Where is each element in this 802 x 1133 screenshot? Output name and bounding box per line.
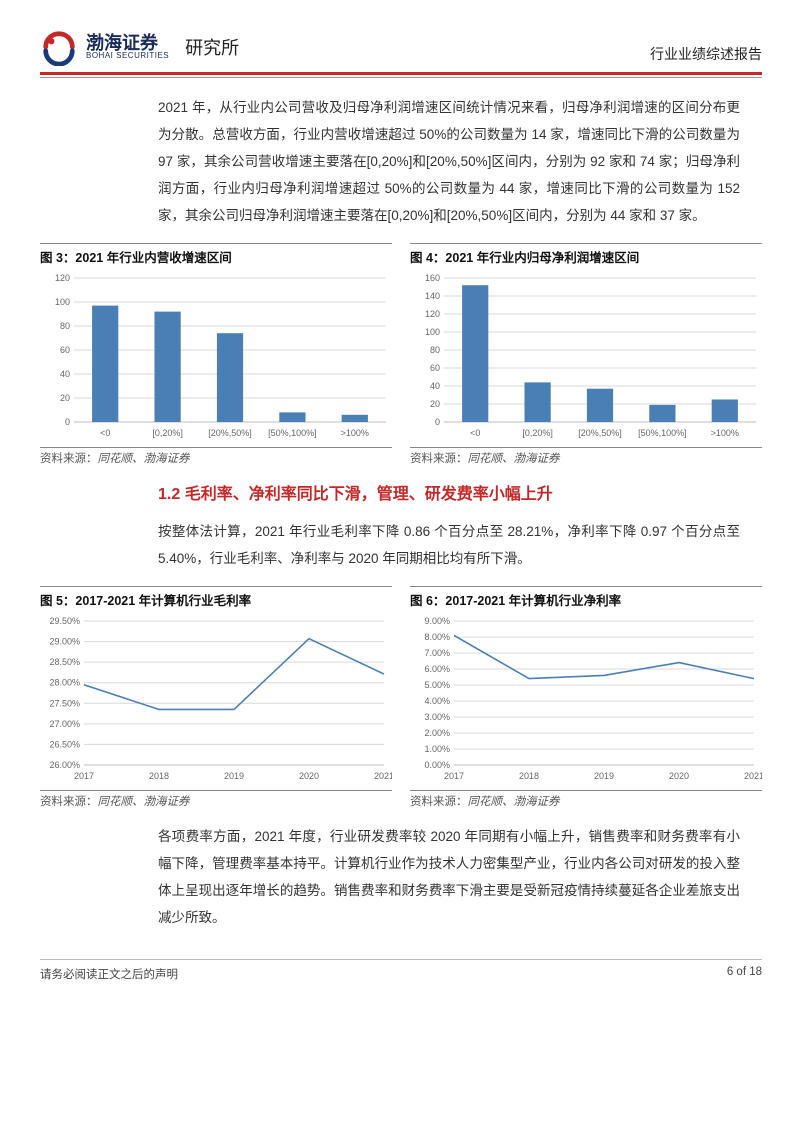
svg-text:2019: 2019 (224, 771, 244, 781)
svg-text:3.00%: 3.00% (424, 712, 450, 722)
svg-text:[20%,50%]: [20%,50%] (208, 428, 252, 438)
svg-text:[0,20%]: [0,20%] (152, 428, 183, 438)
figure-row-5-6: 图 5：2017-2021 年计算机行业毛利率 26.00% 26.50% 27.0… (40, 586, 762, 809)
figure-6-chart: 0.00% 1.00% 2.00% 3.00% 4.00% 5.00% 6.00% 7.00%… (410, 613, 762, 783)
svg-text:0: 0 (435, 417, 440, 427)
svg-text:20: 20 (60, 393, 70, 403)
svg-text:[20%,50%]: [20%,50%] (578, 428, 622, 438)
bohai-logo-icon (40, 28, 78, 66)
svg-text:100: 100 (55, 297, 70, 307)
svg-text:28.50%: 28.50% (49, 657, 80, 667)
svg-text:2019: 2019 (594, 771, 614, 781)
logo-block: 渤海证券 BOHAI SECURITIES 研究所 (40, 28, 239, 66)
logo-text-en: BOHAI SECURITIES (86, 52, 169, 60)
figure-3-chart: 0 20 40 60 80 100 120 <0 [0,20%] [20%,50%] [50%,10… (40, 270, 392, 440)
svg-text:60: 60 (60, 345, 70, 355)
figure-row-3-4: 图 3：2021 年行业内营收增速区间 0 20 40 60 80 100 120 <0 [0,… (40, 243, 762, 466)
svg-text:<0: <0 (100, 428, 110, 438)
svg-text:40: 40 (60, 369, 70, 379)
svg-text:26.50%: 26.50% (49, 739, 80, 749)
svg-text:2017: 2017 (444, 771, 464, 781)
page-header: 渤海证券 BOHAI SECURITIES 研究所 行业业绩综述报告 (40, 28, 762, 66)
svg-text:6.00%: 6.00% (424, 664, 450, 674)
page-footer: 请务必阅读正文之后的声明 6 of 18 (40, 959, 762, 982)
paragraph-1: 2021 年，从行业内公司营收及归母净利润增速区间统计情况来看，归母净利润增速的… (158, 94, 740, 229)
svg-text:2.00%: 2.00% (424, 728, 450, 738)
svg-text:>100%: >100% (711, 428, 739, 438)
svg-text:7.00%: 7.00% (424, 648, 450, 658)
svg-text:2017: 2017 (74, 771, 94, 781)
svg-text:2018: 2018 (519, 771, 539, 781)
figure-3: 图 3：2021 年行业内营收增速区间 0 20 40 60 80 100 120 <0 [0,… (40, 243, 392, 466)
svg-text:4.00%: 4.00% (424, 696, 450, 706)
svg-text:27.00%: 27.00% (49, 719, 80, 729)
svg-text:[0,20%]: [0,20%] (522, 428, 553, 438)
figure-5-chart: 26.00% 26.50% 27.00% 27.50% 28.00% 28.50% 29.0… (40, 613, 392, 783)
svg-text:29.50%: 29.50% (49, 616, 80, 626)
figure-3-source: 资料来源：同花顺、渤海证券 (40, 447, 392, 466)
svg-text:20: 20 (430, 399, 440, 409)
document-title: 行业业绩综述报告 (650, 44, 762, 64)
svg-text:80: 80 (430, 345, 440, 355)
section-1-2-heading: 1.2 毛利率、净利率同比下滑，管理、研发费率小幅上升 (158, 480, 740, 504)
svg-text:0: 0 (65, 417, 70, 427)
svg-text:2020: 2020 (299, 771, 319, 781)
figure-6-source: 资料来源：同花顺、渤海证券 (410, 790, 762, 809)
figure-4-title: 图 4：2021 年行业内归母净利润增速区间 (410, 243, 762, 266)
svg-text:160: 160 (425, 273, 440, 283)
paragraph-2: 按整体法计算，2021 年行业毛利率下降 0.86 个百分点至 28.21%，净… (158, 518, 740, 572)
svg-text:5.00%: 5.00% (424, 680, 450, 690)
svg-text:40: 40 (430, 381, 440, 391)
figure-5: 图 5：2017-2021 年计算机行业毛利率 26.00% 26.50% 27.0… (40, 586, 392, 809)
footer-page-number: 6 of 18 (727, 966, 762, 982)
logo-text-cn: 渤海证券 (86, 34, 169, 52)
svg-text:[50%,100%]: [50%,100%] (638, 428, 687, 438)
svg-text:2020: 2020 (669, 771, 689, 781)
svg-text:120: 120 (425, 309, 440, 319)
header-rule-red (40, 72, 762, 75)
svg-text:2021: 2021 (744, 771, 762, 781)
figure-4-chart: 0 20 40 60 80 100 120 140 160 <0 [0,20%] [20%,50%] [… (410, 270, 762, 440)
svg-text:60: 60 (430, 363, 440, 373)
footer-disclaimer: 请务必阅读正文之后的声明 (40, 966, 178, 982)
figure-6: 图 6：2017-2021 年计算机行业净利率 0.00% 1.00% 2.00% 3… (410, 586, 762, 809)
svg-text:26.00%: 26.00% (49, 760, 80, 770)
svg-text:100: 100 (425, 327, 440, 337)
svg-text:0.00%: 0.00% (424, 760, 450, 770)
svg-text:9.00%: 9.00% (424, 616, 450, 626)
svg-text:29.00%: 29.00% (49, 637, 80, 647)
svg-text:120: 120 (55, 273, 70, 283)
figure-5-source: 资料来源：同花顺、渤海证券 (40, 790, 392, 809)
institute-label: 研究所 (185, 34, 239, 60)
svg-text:<0: <0 (470, 428, 480, 438)
svg-text:2021: 2021 (374, 771, 392, 781)
figure-3-title: 图 3：2021 年行业内营收增速区间 (40, 243, 392, 266)
svg-text:1.00%: 1.00% (424, 744, 450, 754)
svg-text:8.00%: 8.00% (424, 632, 450, 642)
figure-6-title: 图 6：2017-2021 年计算机行业净利率 (410, 586, 762, 609)
figure-5-title: 图 5：2017-2021 年计算机行业毛利率 (40, 586, 392, 609)
svg-text:80: 80 (60, 321, 70, 331)
svg-text:140: 140 (425, 291, 440, 301)
figure-4-source: 资料来源：同花顺、渤海证券 (410, 447, 762, 466)
paragraph-3: 各项费率方面，2021 年度，行业研发费率较 2020 年同期有小幅上升，销售费… (158, 823, 740, 931)
svg-text:27.50%: 27.50% (49, 698, 80, 708)
figure-4: 图 4：2021 年行业内归母净利润增速区间 0 20 40 60 80 100 120 14… (410, 243, 762, 466)
svg-text:[50%,100%]: [50%,100%] (268, 428, 317, 438)
svg-text:2018: 2018 (149, 771, 169, 781)
header-rule-thin (40, 77, 762, 78)
svg-text:28.00%: 28.00% (49, 678, 80, 688)
svg-text:>100%: >100% (341, 428, 369, 438)
